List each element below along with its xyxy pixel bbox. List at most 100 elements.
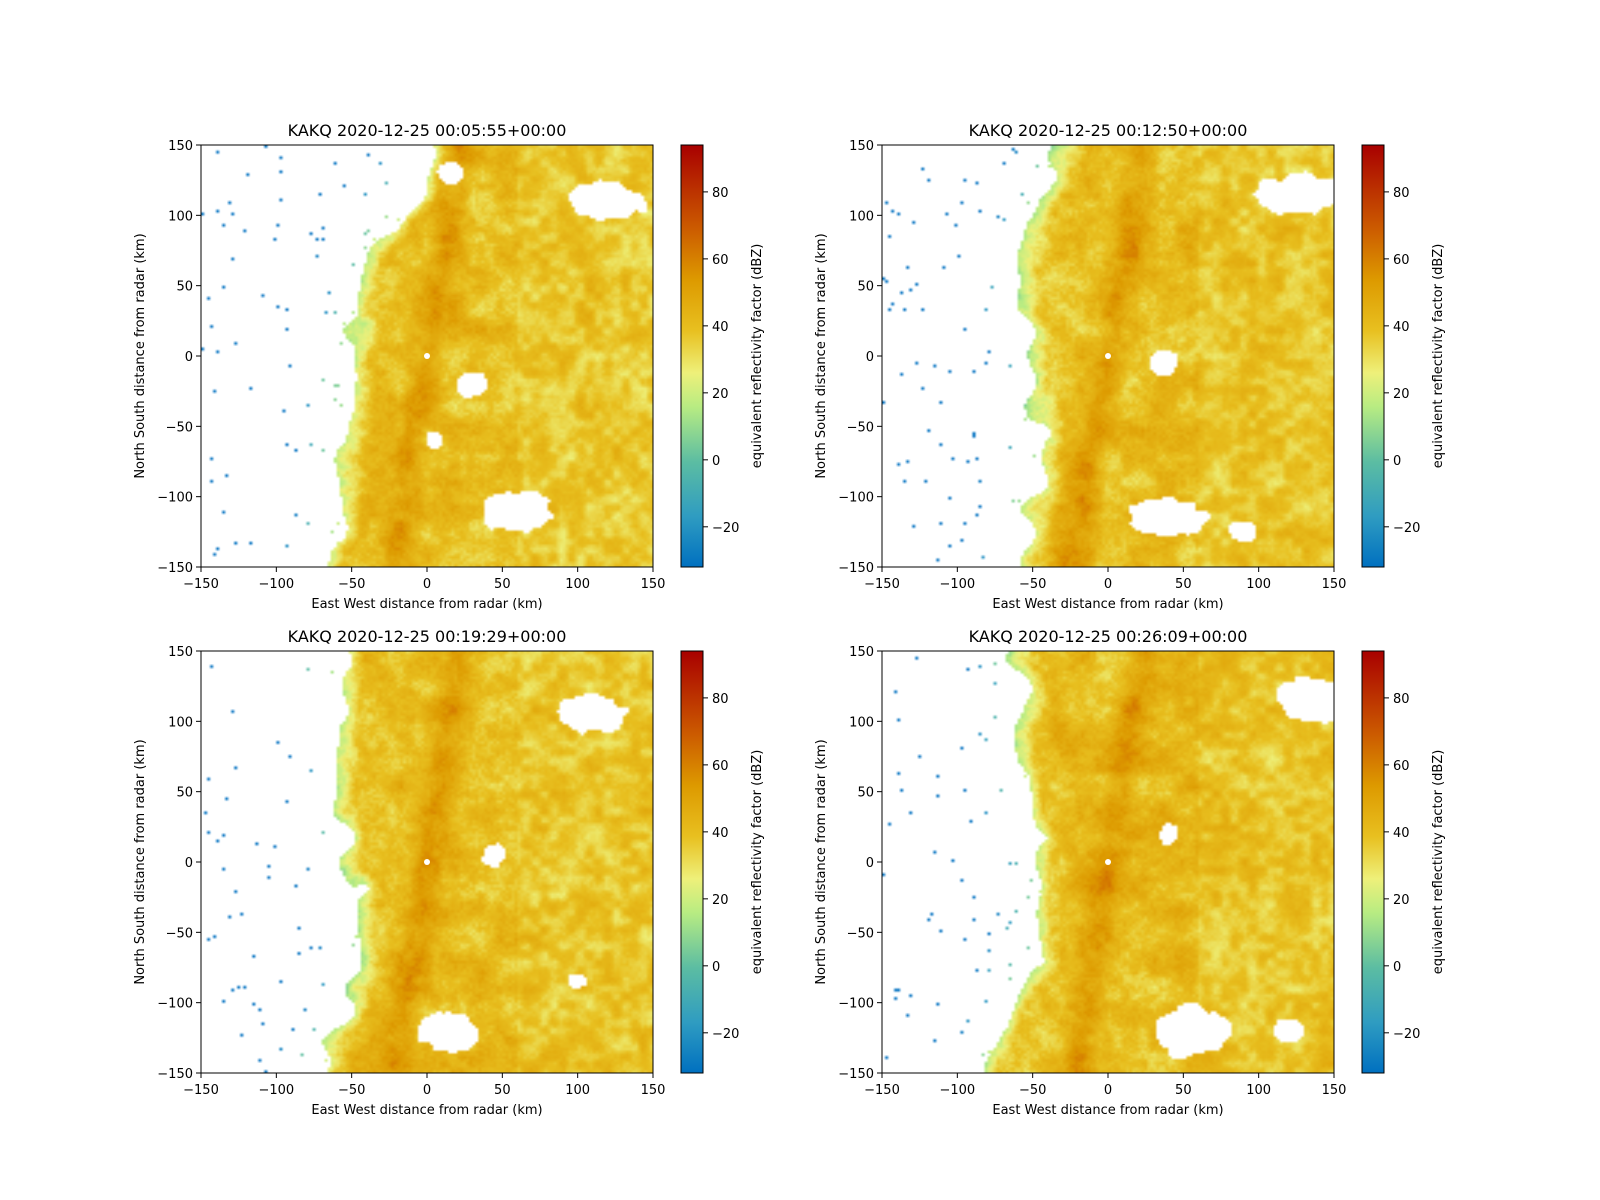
x-tick-label: −150 <box>183 577 219 592</box>
y-axis-label: North South distance from radar (km) <box>814 739 829 984</box>
x-tick-label: −150 <box>864 1083 900 1098</box>
colorbar-tick-label: 20 <box>712 387 729 402</box>
x-tick-label: 150 <box>1322 577 1347 592</box>
y-tick-label: −100 <box>157 997 193 1012</box>
x-tick-label: 50 <box>494 1083 511 1098</box>
x-tick-label: 100 <box>565 577 590 592</box>
y-tick-label: −150 <box>838 1067 874 1082</box>
y-tick-label: 0 <box>866 350 874 365</box>
radar-site-marker <box>1105 859 1111 865</box>
y-tick-label: 0 <box>185 856 193 871</box>
y-tick-label: 50 <box>176 786 193 801</box>
colorbar-tick-label: 0 <box>1393 454 1401 469</box>
colorbar-tick-label: 20 <box>1393 893 1410 908</box>
x-tick-label: −50 <box>338 577 365 592</box>
x-tick-label: −150 <box>183 1083 219 1098</box>
x-tick-label: −50 <box>1019 1083 1046 1098</box>
colorbar: −20 0 20 40 60 80 equivalent reflectivity fact… <box>1361 144 1446 568</box>
y-tick-label: 50 <box>857 786 874 801</box>
radar-panel-2: −150 −100 −50 0 50 100 150 −150 −100 −50 0 50 100 150… <box>814 121 1446 612</box>
panel-title: KAKQ 2020-12-25 00:05:55+00:00 <box>288 121 567 140</box>
x-tick-label: −100 <box>939 577 975 592</box>
x-tick-label: 100 <box>1246 1083 1271 1098</box>
colorbar-tick-label: 0 <box>712 454 720 469</box>
x-tick-label: −100 <box>258 1083 294 1098</box>
colorbar-tick-label: 20 <box>712 893 729 908</box>
y-tick-label: −50 <box>166 420 193 435</box>
panel-title: KAKQ 2020-12-25 00:12:50+00:00 <box>969 121 1248 140</box>
colorbar-gradient <box>680 144 704 568</box>
colorbar-label: equivalent reflectivity factor (dBZ) <box>750 244 765 469</box>
colorbar-tick-label: −20 <box>712 521 739 536</box>
colorbar-tick-label: 60 <box>712 253 729 268</box>
x-axis-label: East West distance from radar (km) <box>992 1103 1223 1118</box>
colorbar: −20 0 20 40 60 80 equivalent reflectivity fact… <box>680 650 765 1074</box>
x-tick-label: 0 <box>423 577 431 592</box>
colorbar-label: equivalent reflectivity factor (dBZ) <box>1431 244 1446 469</box>
colorbar-tick-label: −20 <box>1393 1027 1420 1042</box>
colorbar-tick-label: 60 <box>1393 759 1410 774</box>
colorbar: −20 0 20 40 60 80 equivalent reflectivity fact… <box>1361 650 1446 1074</box>
y-tick-label: 50 <box>176 280 193 295</box>
x-tick-label: 150 <box>641 577 666 592</box>
y-tick-label: 100 <box>849 209 874 224</box>
colorbar-tick-label: 0 <box>1393 960 1401 975</box>
radar-site-marker <box>1105 353 1111 359</box>
panel-title: KAKQ 2020-12-25 00:26:09+00:00 <box>969 627 1248 646</box>
x-tick-label: −150 <box>864 577 900 592</box>
x-tick-label: 50 <box>1175 577 1192 592</box>
y-tick-label: 150 <box>168 645 193 660</box>
x-tick-label: −100 <box>258 577 294 592</box>
colorbar: −20 0 20 40 60 80 equivalent reflectivity fact… <box>680 144 765 568</box>
y-tick-label: −100 <box>157 491 193 506</box>
y-tick-label: 50 <box>857 280 874 295</box>
x-axis-label: East West distance from radar (km) <box>992 597 1223 612</box>
x-tick-label: 100 <box>1246 577 1271 592</box>
colorbar-label: equivalent reflectivity factor (dBZ) <box>1431 750 1446 975</box>
x-tick-label: −50 <box>338 1083 365 1098</box>
y-axis-label: North South distance from radar (km) <box>133 233 148 478</box>
radar-panel-1: −150 −100 −50 0 50 100 150 −150 −100 −50 0 50 100 150… <box>133 121 765 612</box>
y-tick-label: −150 <box>838 561 874 576</box>
colorbar-tick-label: 60 <box>712 759 729 774</box>
x-tick-label: 0 <box>423 1083 431 1098</box>
y-axis-label: North South distance from radar (km) <box>133 739 148 984</box>
colorbar-gradient <box>1361 650 1385 1074</box>
x-tick-label: 0 <box>1104 1083 1112 1098</box>
y-tick-label: −50 <box>847 420 874 435</box>
y-tick-label: 150 <box>849 645 874 660</box>
x-tick-label: 150 <box>641 1083 666 1098</box>
colorbar-gradient <box>1361 144 1385 568</box>
colorbar-tick-label: −20 <box>712 1027 739 1042</box>
x-tick-label: −50 <box>1019 577 1046 592</box>
panel-title: KAKQ 2020-12-25 00:19:29+00:00 <box>288 627 567 646</box>
y-tick-label: 100 <box>168 715 193 730</box>
x-axis-label: East West distance from radar (km) <box>311 1103 542 1118</box>
y-tick-label: 0 <box>185 350 193 365</box>
colorbar-tick-label: −20 <box>1393 521 1420 536</box>
y-tick-label: 0 <box>866 856 874 871</box>
y-tick-label: −50 <box>166 926 193 941</box>
colorbar-tick-label: 80 <box>712 692 729 707</box>
x-tick-label: −100 <box>939 1083 975 1098</box>
colorbar-tick-label: 0 <box>712 960 720 975</box>
y-tick-label: 100 <box>849 715 874 730</box>
y-tick-label: −150 <box>157 561 193 576</box>
x-axis-label: East West distance from radar (km) <box>311 597 542 612</box>
colorbar-gradient <box>680 650 704 1074</box>
y-tick-label: −150 <box>157 1067 193 1082</box>
y-tick-label: 150 <box>849 139 874 154</box>
colorbar-tick-label: 60 <box>1393 253 1410 268</box>
x-tick-label: 100 <box>565 1083 590 1098</box>
y-axis-label: North South distance from radar (km) <box>814 233 829 478</box>
radar-panel-4: −150 −100 −50 0 50 100 150 −150 −100 −50 0 50 100 150… <box>814 627 1446 1118</box>
x-tick-label: 50 <box>494 577 511 592</box>
y-tick-label: −100 <box>838 491 874 506</box>
colorbar-tick-label: 40 <box>1393 320 1410 335</box>
x-tick-label: 150 <box>1322 1083 1347 1098</box>
y-tick-label: −50 <box>847 926 874 941</box>
colorbar-tick-label: 80 <box>712 186 729 201</box>
colorbar-tick-label: 80 <box>1393 692 1410 707</box>
colorbar-tick-label: 80 <box>1393 186 1410 201</box>
